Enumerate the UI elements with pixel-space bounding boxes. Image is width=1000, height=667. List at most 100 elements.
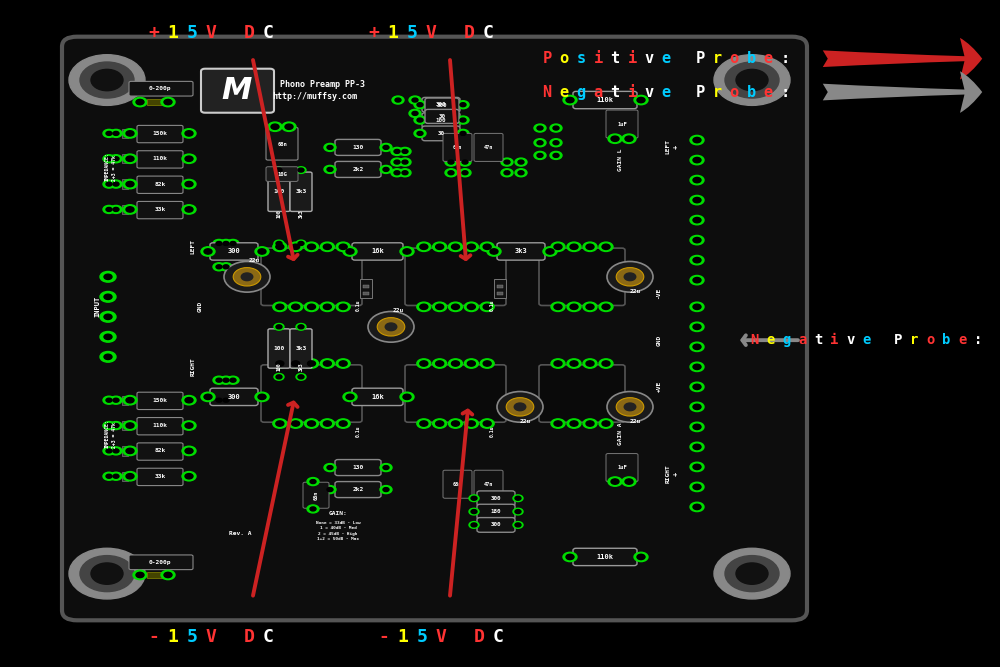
Circle shape [201, 392, 215, 402]
Circle shape [123, 396, 137, 405]
Circle shape [185, 423, 193, 428]
Circle shape [110, 396, 122, 404]
FancyBboxPatch shape [352, 243, 403, 260]
Circle shape [451, 304, 460, 309]
FancyBboxPatch shape [137, 176, 183, 193]
FancyBboxPatch shape [201, 69, 274, 113]
Circle shape [323, 304, 331, 309]
Circle shape [161, 570, 175, 580]
FancyBboxPatch shape [62, 37, 807, 620]
Circle shape [690, 155, 704, 165]
Circle shape [377, 317, 405, 336]
Circle shape [469, 495, 479, 502]
Text: 30: 30 [438, 114, 446, 119]
Circle shape [380, 464, 392, 472]
Circle shape [123, 472, 137, 481]
Text: 3k3: 3k3 [295, 346, 307, 351]
Circle shape [534, 124, 546, 132]
Text: V: V [206, 25, 216, 42]
Circle shape [298, 168, 304, 172]
Circle shape [414, 129, 426, 137]
Circle shape [602, 244, 610, 249]
Text: 2k2: 2k2 [352, 167, 364, 172]
Circle shape [223, 398, 229, 402]
Text: 300: 300 [491, 496, 501, 501]
Circle shape [436, 304, 444, 309]
Circle shape [255, 392, 269, 402]
Circle shape [448, 419, 462, 428]
Circle shape [292, 304, 300, 309]
Circle shape [343, 392, 357, 402]
Circle shape [339, 421, 347, 426]
Circle shape [383, 167, 389, 171]
Circle shape [224, 261, 270, 292]
Circle shape [693, 364, 701, 370]
Circle shape [460, 131, 466, 135]
Circle shape [690, 402, 704, 412]
FancyBboxPatch shape [268, 172, 290, 211]
Text: e: e [764, 51, 773, 66]
Text: V: V [206, 628, 216, 646]
Text: 16k: 16k [371, 249, 384, 254]
Circle shape [515, 158, 527, 166]
Circle shape [100, 271, 116, 282]
Circle shape [383, 145, 389, 149]
Circle shape [310, 480, 316, 484]
Circle shape [185, 448, 193, 454]
FancyBboxPatch shape [137, 151, 183, 168]
Circle shape [391, 147, 403, 155]
Circle shape [570, 421, 578, 426]
Circle shape [113, 398, 119, 402]
Circle shape [273, 359, 287, 368]
Circle shape [126, 398, 134, 403]
Circle shape [693, 444, 701, 450]
Circle shape [420, 304, 428, 309]
Circle shape [693, 177, 701, 183]
Circle shape [599, 419, 613, 428]
Circle shape [106, 131, 112, 135]
Circle shape [276, 168, 282, 172]
Circle shape [570, 244, 578, 249]
FancyBboxPatch shape [335, 482, 381, 498]
Circle shape [289, 419, 303, 428]
Circle shape [230, 241, 236, 245]
Circle shape [336, 359, 350, 368]
Text: 22u: 22u [519, 419, 531, 424]
Circle shape [459, 158, 471, 166]
Circle shape [104, 354, 112, 360]
Circle shape [213, 239, 225, 247]
Circle shape [417, 419, 431, 428]
Circle shape [110, 422, 122, 430]
Circle shape [515, 169, 527, 177]
Circle shape [307, 505, 319, 513]
FancyBboxPatch shape [137, 201, 183, 219]
Circle shape [289, 359, 303, 368]
Text: 300: 300 [436, 102, 446, 107]
Text: LEFT: LEFT [190, 239, 196, 254]
Circle shape [383, 466, 389, 470]
Circle shape [566, 554, 574, 560]
Circle shape [566, 97, 574, 103]
Circle shape [216, 265, 222, 269]
Circle shape [304, 359, 318, 368]
Text: P: P [696, 51, 705, 66]
Text: o: o [926, 334, 934, 347]
Bar [122, 472, 128, 481]
Circle shape [554, 421, 562, 426]
Circle shape [113, 207, 119, 211]
FancyBboxPatch shape [266, 167, 298, 181]
FancyBboxPatch shape [335, 139, 381, 155]
Text: b: b [746, 85, 756, 99]
Circle shape [567, 242, 581, 251]
Circle shape [133, 570, 147, 580]
Circle shape [583, 359, 597, 368]
Circle shape [308, 244, 316, 249]
Circle shape [220, 263, 232, 271]
Circle shape [554, 361, 562, 366]
Circle shape [133, 97, 147, 107]
Text: 150k: 150k [152, 398, 168, 403]
Text: 68n: 68n [452, 482, 462, 487]
Circle shape [414, 116, 426, 124]
Circle shape [625, 479, 633, 484]
Circle shape [586, 361, 594, 366]
